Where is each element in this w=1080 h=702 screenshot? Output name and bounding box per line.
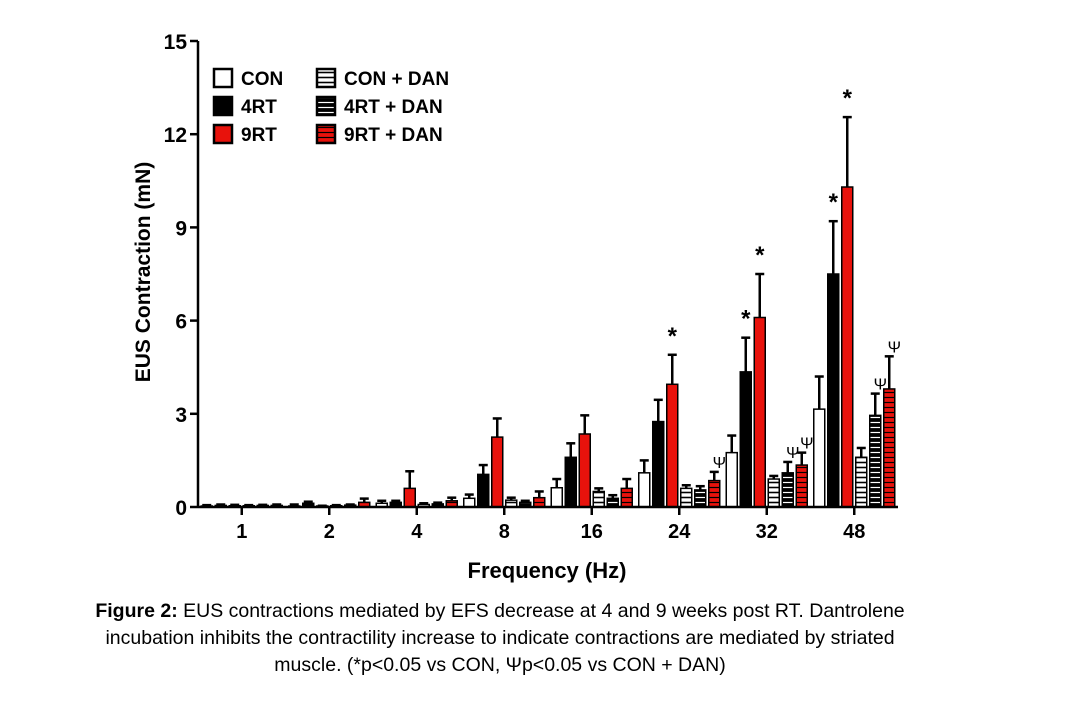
- x-tick-label-2: 2: [324, 521, 335, 543]
- bar-9rt-plus-dan-16: [620, 487, 633, 508]
- bar-con-plus-dan-32: [767, 478, 780, 508]
- bar-con-48: [813, 408, 826, 508]
- significance-star-9rt-32: *: [755, 242, 765, 269]
- bar-con-plus-dan-16: [592, 490, 605, 508]
- x-tick-label-16: 16: [581, 521, 603, 543]
- bar-4rt-16: [564, 456, 577, 508]
- bar-4rt-24: [652, 420, 665, 508]
- legend-label-con-plus-dan: CON + DAN: [344, 69, 449, 90]
- y-tick-label-12: 12: [164, 124, 187, 147]
- bar-4rt-8: [477, 473, 490, 508]
- x-axis-label: Frequency (Hz): [468, 558, 627, 583]
- caption-text-1: EUS contractions mediated by EFS decreas…: [177, 600, 905, 622]
- y-tick-label-9: 9: [175, 217, 187, 240]
- bar-con-24: [638, 472, 651, 508]
- significance-psi-4rt-plus-dan-32: Ψ: [786, 445, 799, 462]
- bar-9rt-16: [578, 433, 591, 508]
- x-tick-label-4: 4: [411, 521, 423, 543]
- x-tick-label-48: 48: [843, 521, 865, 543]
- bar-9rt-plus-dan-32: [795, 464, 808, 508]
- figure-caption: Figure 2: EUS contractions mediated by E…: [0, 598, 1000, 679]
- legend-label-con: CON: [241, 69, 283, 90]
- x-tick-label-1: 1: [236, 521, 247, 543]
- caption-line-1: Figure 2: EUS contractions mediated by E…: [0, 598, 1000, 625]
- caption-line-3: muscle. (*p<0.05 vs CON, Ψp<0.05 vs CON …: [274, 654, 726, 676]
- legend-swatch-9rt: [212, 123, 234, 145]
- legend-swatch-con: [212, 67, 234, 89]
- legend-label-4rt: 4RT: [241, 97, 277, 118]
- bar-con-8: [463, 497, 476, 508]
- y-tick-label-3: 3: [175, 404, 187, 427]
- bar-9rt-48: [841, 186, 854, 508]
- bar-4rt-plus-dan-16: [606, 497, 619, 508]
- bar-4rt-plus-dan-32: [781, 472, 794, 508]
- significance-star-9rt-24: *: [668, 323, 678, 350]
- bar-4rt-plus-dan-24: [694, 489, 707, 508]
- x-tick-label-24: 24: [668, 521, 691, 543]
- bar-9rt-8: [491, 436, 504, 508]
- legend-swatch-4rt: [212, 95, 234, 117]
- bar-9rt-24: [666, 383, 679, 508]
- caption-line-2: incubation inhibits the contractility in…: [105, 627, 895, 649]
- bar-9rt-plus-dan-8: [533, 496, 546, 508]
- x-tick-label-32: 32: [756, 521, 778, 543]
- bar-con-32: [725, 451, 738, 508]
- significance-star-9rt-48: *: [843, 85, 853, 112]
- bar-9rt-4: [403, 487, 416, 508]
- x-tick-label-8: 8: [499, 521, 510, 543]
- bar-4rt-48: [827, 273, 840, 508]
- legend-swatch-4rt-plus-dan: [315, 95, 337, 117]
- bar-4rt-plus-dan-48: [869, 414, 882, 508]
- legend-label-9rt-plus-dan: 9RT + DAN: [344, 125, 443, 146]
- legend-label-9rt: 9RT: [241, 125, 277, 146]
- significance-star-4rt-32: *: [741, 306, 751, 333]
- significance-psi-4rt-plus-dan-48: Ψ: [874, 377, 887, 394]
- legend-swatch-9rt-plus-dan: [315, 123, 337, 145]
- bar-9rt-plus-dan-48: [883, 388, 896, 508]
- bar-con-16: [550, 486, 563, 508]
- bar-con-plus-dan-24: [680, 487, 693, 508]
- bar-4rt-32: [739, 371, 752, 508]
- significance-psi-9rt-plus-dan-24: Ψ: [713, 455, 726, 472]
- bar-9rt-plus-dan-24: [708, 479, 721, 508]
- legend-swatch-con-plus-dan: [315, 67, 337, 89]
- bar-con-plus-dan-48: [855, 456, 868, 508]
- significance-star-4rt-48: *: [829, 189, 839, 216]
- y-tick-label-15: 15: [164, 31, 188, 54]
- significance-psi-9rt-plus-dan-32: Ψ: [800, 436, 813, 453]
- y-tick-label-6: 6: [175, 311, 187, 334]
- legend-label-4rt-plus-dan: 4RT + DAN: [344, 97, 443, 118]
- significance-psi-9rt-plus-dan-48: Ψ: [888, 339, 901, 356]
- y-tick-label-0: 0: [175, 497, 187, 520]
- bar-9rt-32: [753, 316, 766, 508]
- y-axis-label: EUS Contraction (mN): [132, 162, 155, 383]
- caption-label: Figure 2:: [95, 600, 178, 622]
